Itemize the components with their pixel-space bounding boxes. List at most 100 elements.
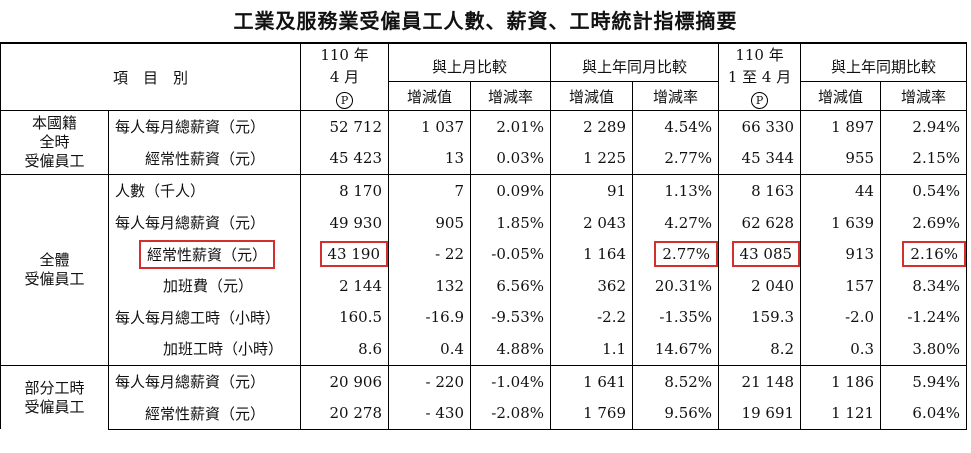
value-text: 905 [435,213,465,232]
value-text: 8 170 [339,181,383,200]
value-text: 157 [845,276,875,295]
value-text: 8.6 [358,339,383,358]
table-body: 本國籍 全時 受僱員工 每人每月總薪資（元） 52 712 1 037 2.01% 2 289… [0,109,968,430]
value-cell: 2.69% [880,206,968,239]
value-cell: 1 897 [800,109,882,143]
value-cell: 955 [800,142,882,176]
value-text: 2 289 [583,117,627,136]
value-cell: 43 085 [718,238,802,270]
table-row: 經常性薪資（元） 43 190 - 22 -0.05% 1 164 2.77% 43 085… [1,238,968,270]
value-text: 2.16% [902,241,967,268]
value-text: 1 225 [583,149,627,168]
value-text: 66 330 [741,117,795,136]
value-text: -2.0 [845,308,875,327]
value-cell: -2.2 [550,301,634,334]
value-cell: 1 121 [800,397,882,430]
table-row: 加班費（元） 2 144 132 6.56% 362 20.31% 2 040 157 8.34… [1,269,968,302]
value-text: 8 163 [751,181,795,200]
item-label: 人數（千人） [107,174,302,207]
sub-header-text: 增減值 [569,87,615,106]
value-cell: 45 423 [300,142,390,176]
value-text: 45 423 [329,149,383,168]
value-cell: 2 040 [718,269,802,302]
comparison-header: 與上年同月比較 [550,42,720,82]
value-text: -1.04% [491,372,545,391]
value-text: 8.52% [664,372,713,391]
value-cell: 20.31% [632,269,720,302]
value-text: 362 [597,276,627,295]
value-text: 14.67% [654,339,713,358]
value-cell: 4.54% [632,109,720,143]
item-label: 每人每月總工時（小時） [107,301,302,334]
value-cell: 49 930 [300,206,390,239]
value-text: 1 897 [831,117,875,136]
value-text: 1.1 [602,339,627,358]
value-cell: 91 [550,174,634,207]
value-cell: 2.16% [880,238,968,270]
value-text: 1 186 [831,372,875,391]
title: 工業及服務業受僱員工人數、薪資、工時統計指標摘要 [233,9,738,33]
sub-header: 增減率 [470,81,552,111]
item-text: 人數（千人） [115,182,206,201]
value-cell: 1 164 [550,238,634,270]
value-text: 52 712 [329,117,383,136]
value-text: 5.94% [912,372,961,391]
value-cell: 160.5 [300,301,390,334]
value-cell: 0.54% [880,174,968,207]
sub-header: 增減值 [800,81,882,111]
value-text: 7 [454,181,465,200]
value-cell: 2.15% [880,142,968,176]
value-cell: 2.01% [470,109,552,143]
value-text: 8.2 [770,339,795,358]
sub-header-text: 增減值 [818,87,864,106]
value-text: - 22 [435,245,465,264]
value-cell: 6.56% [470,269,552,302]
value-cell: 1.85% [470,206,552,239]
value-text: -1.24% [907,308,961,327]
value-cell: 20 906 [300,364,390,398]
value-cell: 7 [388,174,472,207]
item-text: 每人每月總薪資（元） [115,373,266,392]
table-row: 每人每月總工時（小時） 160.5 -16.9 -9.53% -2.2 -1.35% 159… [1,301,968,334]
value-cell: 8 170 [300,174,390,207]
value-text: 159.3 [751,308,795,327]
value-cell: 2.77% [632,142,720,176]
value-text: 4.54% [664,117,713,136]
value-text: 4.27% [664,213,713,232]
value-text: 1 639 [831,213,875,232]
sub-header-text: 增減值 [407,87,453,106]
value-cell: 0.4 [388,333,472,366]
item-label: 加班工時（小時） [107,333,302,366]
table-row: 加班工時（小時） 8.6 0.4 4.88% 1.1 14.67% 8.2 0.3 3.80% [1,333,968,366]
item-text: 經常性薪資（元） [139,239,276,269]
value-cell: 9.56% [632,397,720,430]
item-text: 加班工時（小時） [163,340,284,359]
value-text: 2.77% [654,241,719,268]
value-text: 0.3 [850,339,875,358]
value-cell: 2.94% [880,109,968,143]
value-text: -0.05% [491,245,545,264]
value-cell: -1.35% [632,301,720,334]
value-text: 0.54% [912,181,961,200]
value-cell: 1.1 [550,333,634,366]
item-text: 加班費（元） [163,277,254,296]
comparison-header: 與上年同期比較 [800,42,968,82]
value-text: -9.53% [491,308,545,327]
value-text: 6.04% [912,404,961,423]
value-cell: 8.34% [880,269,968,302]
value-cell: 1.13% [632,174,720,207]
value-cell: - 220 [388,364,472,398]
value-cell: 62 628 [718,206,802,239]
value-text: 2 043 [583,213,627,232]
value-cell: 52 712 [300,109,390,143]
value-text: 4.88% [496,339,545,358]
value-text: - 220 [425,372,465,391]
value-cell: 2 043 [550,206,634,239]
value-text: 1 037 [421,117,465,136]
value-text: 20 906 [329,372,383,391]
value-text: 2.94% [912,117,961,136]
value-cell: 2 289 [550,109,634,143]
group-label-line: 部分工時 [24,378,85,397]
sub-header: 增減值 [550,81,634,111]
